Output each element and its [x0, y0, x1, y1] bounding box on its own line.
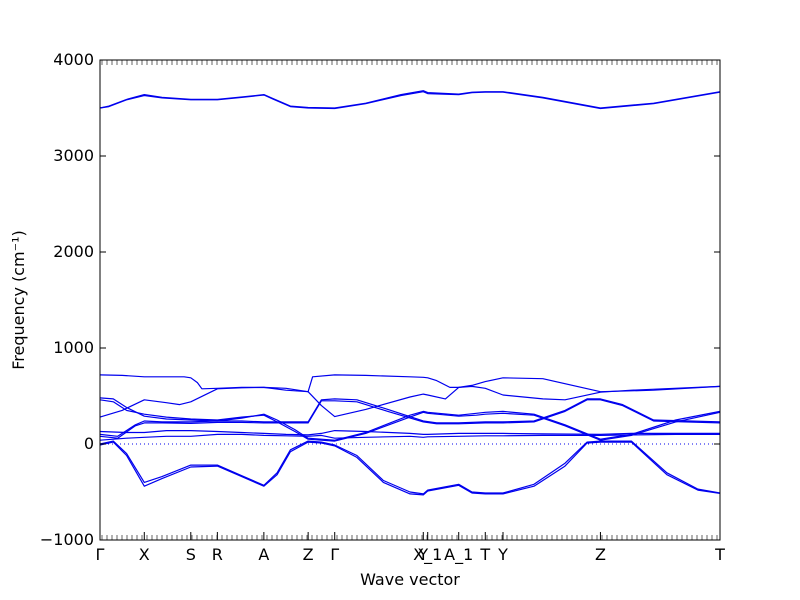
- band-line-2: [99, 91, 721, 110]
- x-axis: Γ X S R A Z Γ YX_1 A_1 T Y Z T: [96, 532, 725, 565]
- x-tick-label: X: [139, 545, 150, 564]
- x-tick-label: R: [212, 545, 223, 564]
- x-tick-label: A_1: [444, 545, 473, 565]
- y-axis: −1000 0 1000 2000 3000 4000: [40, 50, 720, 549]
- x-tick-label: Y: [417, 545, 428, 564]
- x-tick-label: T: [714, 545, 725, 564]
- x-tick-label: Z: [595, 545, 606, 564]
- x-tick-label: T: [479, 545, 490, 564]
- y-tick-label: 1000: [53, 338, 94, 357]
- band-line-12: [99, 441, 721, 496]
- band-line-3: [99, 374, 721, 393]
- x-tick-label: S: [186, 545, 196, 564]
- x-tick-label: X_1: [413, 545, 442, 565]
- band-line-11: [99, 440, 721, 495]
- y-tick-label: 4000: [53, 50, 94, 69]
- x-tick-label: Y: [497, 545, 508, 564]
- band-line-9: [99, 430, 720, 436]
- band-line-4: [99, 385, 721, 418]
- y-tick-label: 2000: [53, 242, 94, 261]
- band-line-5: [99, 397, 721, 441]
- plot-frame: [99, 59, 721, 541]
- x-tick-label: Z: [303, 545, 314, 564]
- y-axis-label: Frequency (cm⁻¹): [9, 230, 28, 369]
- band-line-10: [99, 433, 720, 441]
- band-line-6: [99, 399, 721, 442]
- x-axis-label: Wave vector: [360, 570, 460, 589]
- band-line-8: [99, 399, 721, 439]
- band-series: [99, 90, 721, 496]
- y-tick-label: 0: [84, 434, 94, 453]
- x-tick-label: Γ: [330, 545, 339, 564]
- y-tick-label: −1000: [40, 530, 94, 549]
- band-line-7: [99, 398, 721, 437]
- y-tick-label: 3000: [53, 146, 94, 165]
- x-minor-ticks: [101, 60, 718, 540]
- x-tick-label: A: [258, 545, 269, 564]
- x-tick-label: Γ: [96, 545, 105, 564]
